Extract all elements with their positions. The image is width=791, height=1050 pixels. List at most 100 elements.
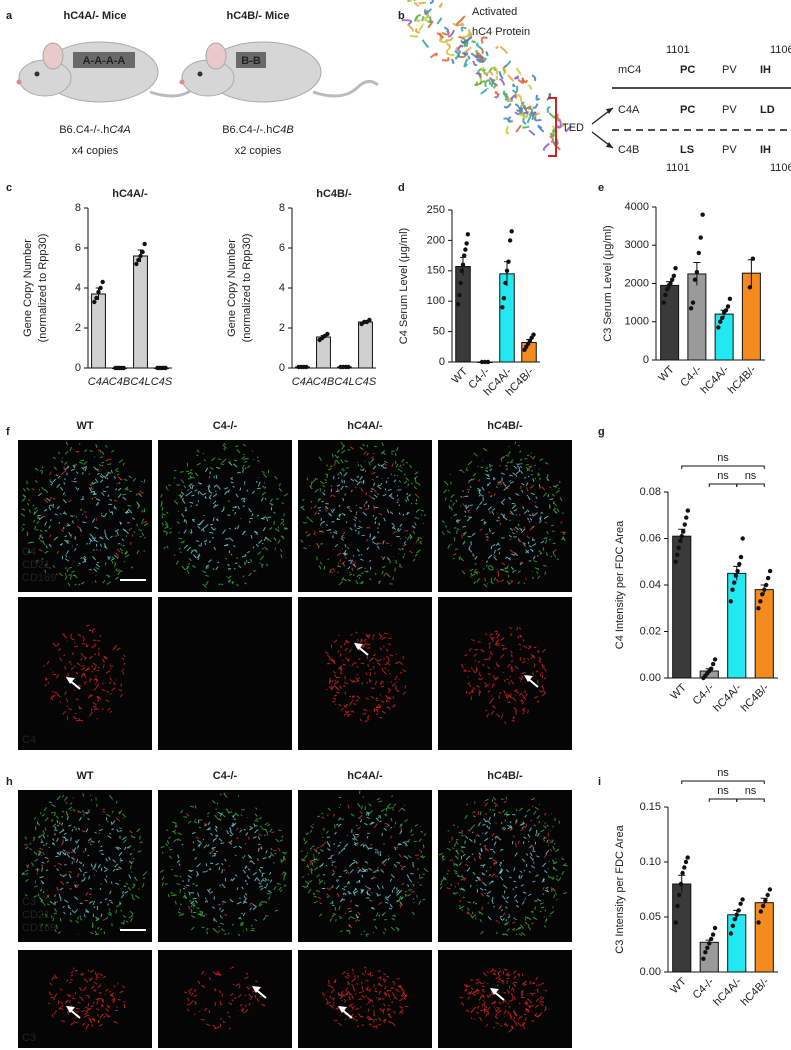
bar <box>91 293 106 369</box>
mouse-title: hC4B/- Mice <box>227 10 290 22</box>
fluorescence <box>255 807 258 810</box>
fluorescence <box>173 469 177 472</box>
fluorescence <box>501 918 505 922</box>
fluorescence <box>128 528 131 532</box>
fluorescence <box>519 458 523 462</box>
micrograph <box>158 790 292 942</box>
bar <box>754 589 774 679</box>
fluorescence <box>468 516 473 519</box>
fluorescence <box>74 645 78 648</box>
fluorescence <box>503 487 508 491</box>
fluorescence <box>37 893 40 897</box>
fluorescence <box>542 886 545 891</box>
fluorescence <box>52 838 55 841</box>
fluorescence <box>544 812 547 816</box>
fluorescence <box>86 644 89 648</box>
fluorescence <box>349 1003 354 1007</box>
panel-label: d <box>398 182 405 194</box>
data-point <box>464 241 469 246</box>
fluorescence <box>207 844 210 847</box>
significance-bracket <box>708 798 738 802</box>
fluorescence <box>212 567 215 571</box>
fluorescence <box>164 882 168 886</box>
fluorescence <box>49 480 54 485</box>
fluorescence <box>244 1009 249 1013</box>
fluorescence <box>309 860 314 864</box>
fluorescence <box>495 1021 500 1025</box>
fluorescence <box>374 672 377 675</box>
fluorescence <box>60 1001 64 1005</box>
fluorescence <box>335 823 339 826</box>
fluorescence <box>370 822 375 825</box>
fluorescence <box>338 703 342 707</box>
fluorescence <box>467 491 470 493</box>
fluorescence <box>122 462 125 466</box>
fluorescence <box>190 926 195 931</box>
fluorescence <box>467 901 472 904</box>
fluorescence <box>477 677 481 681</box>
fluorescence <box>529 856 534 861</box>
fluorescence <box>488 642 492 645</box>
fluorescence <box>40 486 46 491</box>
fluorescence <box>33 836 35 839</box>
fluorescence <box>460 875 466 879</box>
fluorescence <box>552 862 555 865</box>
fluorescence <box>347 990 351 996</box>
fluorescence <box>43 508 48 512</box>
panel-label: f <box>6 426 10 438</box>
fluorescence <box>366 547 370 551</box>
data-point <box>92 299 97 305</box>
fluorescence <box>40 900 45 905</box>
fluorescence <box>123 478 128 482</box>
fluorescence <box>393 1010 396 1014</box>
fluorescence <box>463 984 468 988</box>
data-point <box>681 529 686 534</box>
fluorescence <box>523 543 526 547</box>
y-tick-label: 150 <box>427 265 445 277</box>
fluorescence <box>460 557 464 562</box>
fluorescence <box>240 1008 245 1012</box>
y-tick-label: 0.02 <box>640 625 661 637</box>
fluorescence <box>358 991 363 994</box>
fluorescence <box>529 1004 534 1007</box>
fluorescence <box>43 498 49 504</box>
fluorescence <box>231 923 234 927</box>
micrograph <box>298 950 432 1048</box>
fluorescence <box>541 648 546 653</box>
fluorescence <box>192 554 197 559</box>
fluorescence <box>261 828 266 831</box>
fluorescence <box>471 853 474 856</box>
fluorescence <box>401 807 406 812</box>
fluorescence <box>409 536 412 540</box>
fluorescence <box>329 465 333 468</box>
fluorescence <box>25 878 29 883</box>
fluorescence <box>217 561 220 564</box>
fluorescence <box>279 483 281 487</box>
fluorescence <box>382 862 386 867</box>
fluorescence <box>543 515 549 520</box>
fluorescence <box>115 909 118 914</box>
fluorescence <box>28 509 31 513</box>
fluorescence <box>208 559 212 563</box>
fluorescence <box>501 644 505 647</box>
fluorescence <box>183 529 187 534</box>
fluorescence <box>318 879 324 885</box>
fluorescence <box>357 866 360 869</box>
fluorescence <box>95 972 99 978</box>
fluorescence <box>509 824 513 829</box>
fluorescence <box>262 473 268 478</box>
fluorescence <box>62 1004 64 1007</box>
fluorescence <box>92 481 97 485</box>
fluorescence <box>531 805 534 808</box>
fluorescence <box>42 541 46 546</box>
fluorescence <box>91 518 96 523</box>
fluorescence <box>221 901 227 903</box>
fluorescence <box>506 989 510 993</box>
fluorescence <box>532 916 538 921</box>
fluorescence <box>373 1025 378 1028</box>
fluorescence <box>332 700 336 703</box>
fluorescence <box>454 885 457 888</box>
fluorescence <box>344 544 347 548</box>
fluorescence <box>506 928 510 932</box>
fluorescence <box>224 487 229 490</box>
